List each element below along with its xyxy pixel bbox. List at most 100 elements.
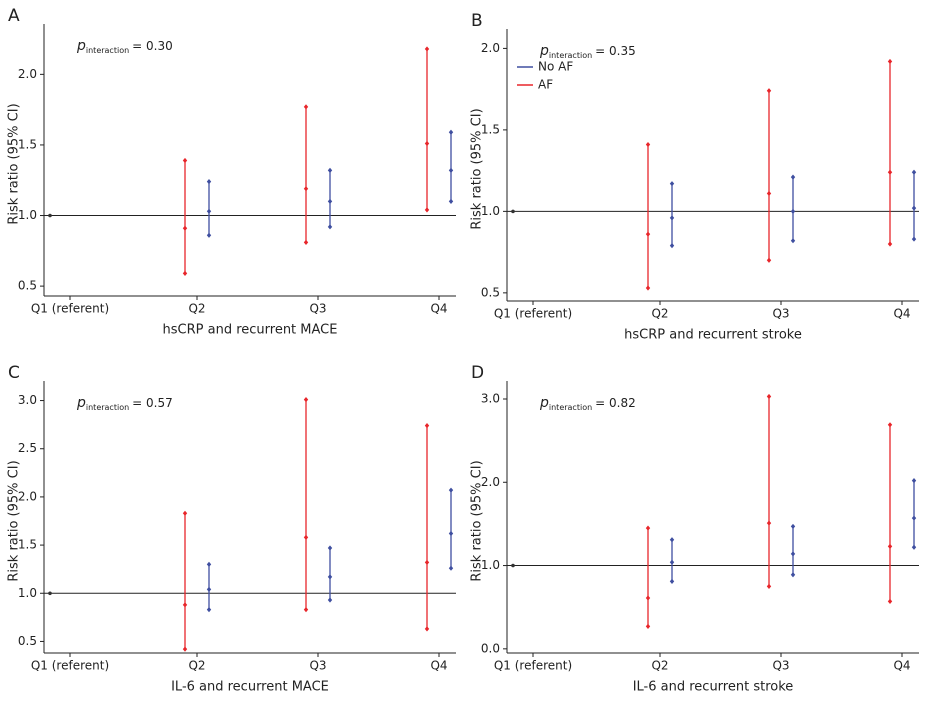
p-value: = 0.35 [595,44,636,58]
point [911,515,917,521]
ci-upper [206,561,212,567]
x-tick-label: Q4 [430,302,447,316]
ci-upper [424,46,430,52]
ci-lower [448,198,454,205]
point [669,559,675,565]
ci-lower [424,207,430,213]
p-value: = 0.57 [132,396,173,410]
ci-lower [645,623,651,629]
y-tick-label: 1.0 [481,204,500,218]
p-symbol: p [76,38,86,54]
point [766,190,772,197]
p-value: = 0.82 [595,396,636,410]
ci-lower [790,572,796,578]
p-interaction: pinteraction = 0.35 [539,43,636,60]
panel: C 0.5 1.0 1.5 2.0 2.5 3.0 Q1 (referent) Q2 Q3 Q4 IL… [7,363,456,695]
ci-upper [303,104,309,110]
panel-label: D [471,363,484,383]
ci-upper [303,396,309,403]
y-tick-label: 2.5 [18,441,37,455]
x-tick-label: Q1 (referent) [494,659,572,673]
referent-point [48,213,52,218]
point [206,208,212,214]
ci-upper [206,179,212,185]
ci-upper [887,58,893,65]
y-tick-label: 3.0 [481,391,500,405]
point [669,215,675,221]
point [424,559,430,566]
ci-upper [448,487,454,493]
x-tick-label: Q3 [309,659,326,673]
legend-label: No AF [538,60,573,74]
ci-upper [911,169,917,175]
y-tick-label: 1.5 [18,137,37,151]
x-tick-label: Q3 [309,302,326,316]
x-axis-title: IL-6 and recurrent stroke [633,680,794,695]
ci-upper [790,174,796,180]
x-tick-label: Q1 (referent) [31,302,109,316]
p-value: = 0.30 [132,39,173,53]
y-axis-title: Risk ratio (95% CI) [7,103,22,224]
p-symbol: p [539,395,549,411]
ci-upper [327,545,333,551]
ci-upper [327,167,333,173]
x-axis-title: IL-6 and recurrent MACE [171,680,329,695]
ci-upper [182,510,188,516]
point [303,186,309,192]
referent-point [511,209,515,214]
y-tick-label: 0.0 [481,641,500,655]
referent-point [48,591,52,596]
ci-lower [182,270,188,277]
point [911,205,917,211]
x-tick-label: Q2 [651,659,668,673]
ci-upper [182,157,188,164]
ci-upper [645,525,651,531]
point [424,140,430,147]
point [645,595,651,601]
ci-upper [911,478,917,484]
x-tick-label: Q4 [430,659,447,673]
ci-lower [887,598,893,604]
point [182,602,188,608]
panel-label: B [471,11,483,31]
ci-lower [766,257,772,263]
p-subscript: interaction [86,403,129,412]
ci-lower [206,232,212,238]
x-tick-label: Q2 [188,302,205,316]
y-tick-label: 1.5 [481,122,500,136]
y-tick-label: 3.0 [18,393,37,407]
legend-label: AF [538,78,553,92]
ci-lower [182,646,188,652]
point [327,198,333,205]
y-axis-title: Risk ratio (95% CI) [470,460,485,581]
ci-upper [645,141,651,148]
p-interaction: pinteraction = 0.57 [76,395,173,412]
y-axis-title: Risk ratio (95% CI) [7,460,22,581]
panel: B 0.5 1.0 1.5 2.0 Q1 (referent) Q2 Q3 Q4 hsCRP an… [470,11,919,343]
x-tick-label: Q2 [188,659,205,673]
ci-lower [327,224,333,230]
ci-upper [766,393,772,400]
y-tick-label: 1.0 [481,558,500,572]
ci-lower [448,565,454,571]
ci-lower [766,583,772,589]
ci-lower [669,578,675,584]
point [182,225,188,231]
ci-lower [669,242,675,249]
ci-lower [645,285,651,291]
x-tick-label: Q1 (referent) [494,307,572,321]
ci-upper [669,537,675,543]
point [303,534,309,540]
point [790,551,796,557]
y-axis-title: Risk ratio (95% CI) [470,108,485,229]
ci-upper [448,129,454,135]
panel-label: C [8,363,20,383]
p-subscript: interaction [549,51,592,60]
y-tick-label: 1.0 [18,208,37,222]
ci-upper [887,422,893,428]
point [206,586,212,593]
ci-lower [887,241,893,247]
y-tick-label: 0.5 [18,279,37,293]
p-symbol: p [76,395,86,411]
